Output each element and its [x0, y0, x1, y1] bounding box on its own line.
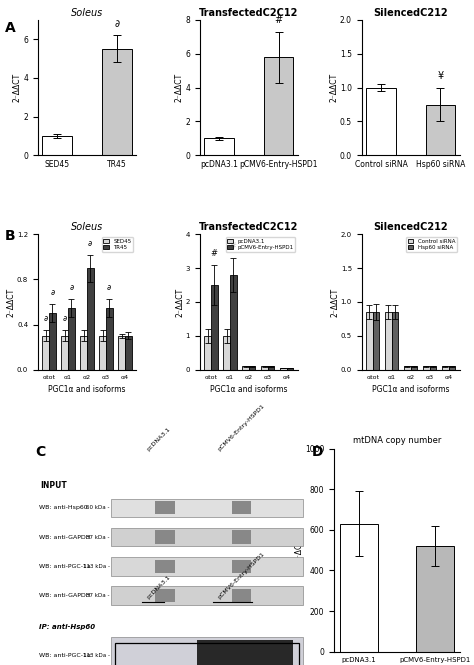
Bar: [366, 88, 396, 156]
Text: pCMV6-Entry-HSPD1: pCMV6-Entry-HSPD1: [217, 403, 265, 452]
Bar: [249, 366, 255, 370]
Bar: [430, 366, 437, 370]
Text: INPUT: INPUT: [40, 481, 67, 489]
Bar: [230, 275, 237, 370]
Bar: [87, 268, 94, 370]
Bar: [373, 312, 379, 370]
Title: mtDNA copy number: mtDNA copy number: [353, 436, 441, 445]
Title: SilencedC212: SilencedC212: [374, 222, 448, 232]
Text: #: #: [274, 15, 283, 25]
Text: WB: anti-GAPDH: WB: anti-GAPDH: [39, 593, 91, 598]
Legend: pcDNA3.1, pCMV6-Entry-HSPD1: pcDNA3.1, pCMV6-Entry-HSPD1: [226, 237, 295, 251]
Text: B: B: [5, 229, 15, 243]
Text: ∂: ∂: [114, 19, 119, 29]
Text: ¥: ¥: [438, 71, 444, 81]
Title: SilencedC212: SilencedC212: [374, 8, 448, 18]
Bar: [61, 336, 68, 370]
Y-axis label: 2⁻ΔΔCT: 2⁻ΔΔCT: [175, 287, 184, 317]
Title: Soleus: Soleus: [71, 8, 103, 18]
Y-axis label: 2⁻ΔΔCT: 2⁻ΔΔCT: [329, 73, 338, 102]
Bar: [426, 104, 456, 156]
Y-axis label: 2⁻ΔΔCT: 2⁻ΔΔCT: [330, 287, 339, 317]
Text: 60 kDa -: 60 kDa -: [86, 505, 110, 510]
Text: ∂: ∂: [69, 283, 73, 292]
Bar: [242, 366, 249, 370]
Text: ∂: ∂: [50, 289, 55, 297]
Bar: [423, 366, 430, 370]
X-axis label: PGC1α and isoforms: PGC1α and isoforms: [48, 385, 126, 394]
Bar: [80, 336, 87, 370]
Text: pcDNA3.1: pcDNA3.1: [146, 575, 172, 600]
Legend: Control siRNA, Hsp60 siRNA: Control siRNA, Hsp60 siRNA: [406, 237, 457, 251]
X-axis label: PGC1α and isoforms: PGC1α and isoforms: [210, 385, 288, 394]
Bar: [223, 336, 230, 370]
Text: ∂: ∂: [107, 283, 111, 292]
Bar: [68, 308, 74, 370]
Text: 113 kDa -: 113 kDa -: [83, 564, 110, 569]
Bar: [416, 546, 454, 652]
Bar: [211, 285, 218, 370]
Title: TransfectedC2C12: TransfectedC2C12: [199, 222, 299, 232]
Text: ∂: ∂: [63, 315, 67, 323]
Legend: SED45, TR45: SED45, TR45: [102, 237, 133, 251]
Bar: [404, 366, 411, 370]
Bar: [42, 136, 72, 156]
Bar: [102, 49, 132, 156]
Text: 37 kDa -: 37 kDa -: [86, 593, 110, 598]
Y-axis label: 2⁻ΔΔCT: 2⁻ΔΔCT: [13, 73, 22, 102]
Text: WB: anti-PGC-1a: WB: anti-PGC-1a: [39, 564, 91, 569]
Text: 37 kDa -: 37 kDa -: [86, 535, 110, 539]
Bar: [392, 312, 398, 370]
Y-axis label: 2⁻ΔΔCT: 2⁻ΔΔCT: [175, 73, 184, 102]
Bar: [442, 366, 449, 370]
Bar: [204, 138, 234, 156]
Bar: [42, 336, 49, 370]
Y-axis label: 2⁻ΔCT: 2⁻ΔCT: [295, 538, 304, 562]
Bar: [449, 366, 456, 370]
Bar: [411, 366, 418, 370]
Bar: [385, 312, 392, 370]
Title: TransfectedC2C12: TransfectedC2C12: [199, 8, 299, 18]
Text: IP: anti-Hsp60: IP: anti-Hsp60: [39, 624, 95, 630]
Text: WB: anti-GAPDH: WB: anti-GAPDH: [39, 535, 91, 539]
Y-axis label: 2⁻ΔΔCT: 2⁻ΔΔCT: [7, 287, 16, 317]
Text: ∂: ∂: [44, 315, 48, 323]
Bar: [49, 313, 55, 370]
Text: ∂: ∂: [88, 239, 92, 248]
Title: Soleus: Soleus: [71, 222, 103, 232]
Text: A: A: [5, 21, 16, 35]
Text: #: #: [211, 249, 218, 258]
Text: 113 kDa -: 113 kDa -: [83, 652, 110, 658]
Bar: [125, 336, 132, 370]
Bar: [268, 366, 274, 370]
Text: WB: anti-Hsp60: WB: anti-Hsp60: [39, 505, 88, 510]
Bar: [280, 368, 287, 370]
X-axis label: PGC1α and isoforms: PGC1α and isoforms: [372, 385, 449, 394]
Text: D: D: [312, 446, 324, 460]
Bar: [287, 368, 293, 370]
Bar: [118, 336, 125, 370]
Bar: [340, 524, 378, 652]
Bar: [261, 366, 268, 370]
Text: WB: anti-PGC-1α: WB: anti-PGC-1α: [39, 652, 91, 658]
Bar: [366, 312, 373, 370]
Bar: [106, 308, 113, 370]
Text: pCMV6-Entry-HSPD1: pCMV6-Entry-HSPD1: [217, 551, 265, 600]
Bar: [264, 57, 293, 156]
Bar: [204, 336, 211, 370]
Text: #: #: [230, 242, 237, 251]
Text: C: C: [36, 446, 46, 460]
Bar: [100, 336, 106, 370]
Text: pcDNA3.1: pcDNA3.1: [146, 426, 172, 452]
